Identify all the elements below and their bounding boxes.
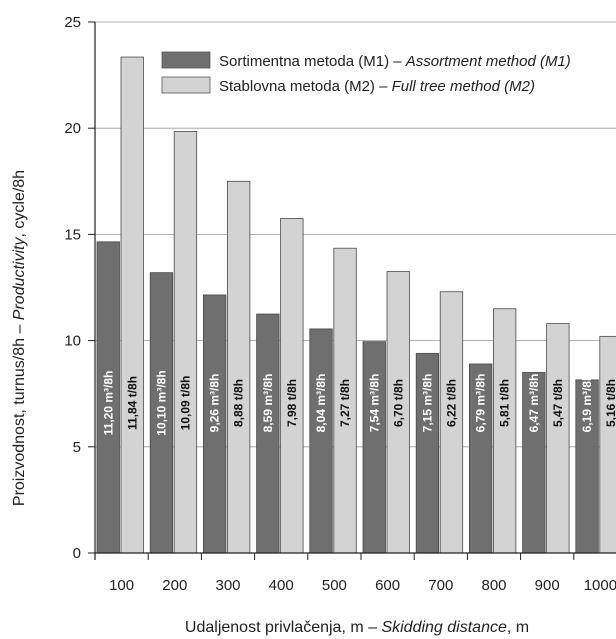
y-tick-label: 25	[64, 14, 81, 31]
bar-label-m2-300: 8,88 t/8h	[232, 379, 246, 427]
bar-m2-1000	[599, 335, 616, 554]
x-axis-title: Udaljenost privlačenja, m – Skidding dis…	[185, 619, 529, 636]
x-tick-label-200: 200	[162, 577, 187, 594]
x-axis-title-plain: Udaljenost privlačenja, m –	[185, 619, 377, 636]
y-tick-label: 10	[64, 333, 81, 350]
y-axis-title: Proizvodnost, turnus/8h – Productivity, …	[11, 170, 28, 506]
y-tick-label: 5	[73, 439, 81, 456]
bar-m1-500	[309, 328, 333, 554]
bar-label-m1-500: 8,04 m³/8h	[314, 374, 328, 433]
bar-label-m2-800: 5,81 t/8h	[498, 379, 512, 427]
x-tick-label-300: 300	[215, 577, 240, 594]
x-axis-title-italic: Skidding distance	[381, 619, 507, 636]
y-tick-label: 15	[64, 226, 81, 243]
bar-label-m2-200: 10,09 t/8h	[178, 376, 192, 431]
bars	[96, 56, 616, 554]
legend-label-m1: Sortimentna metoda (M1) – Assortment met…	[219, 53, 571, 70]
bar-label-m2-700: 6,22 t/8h	[444, 379, 458, 427]
bar-m2-800	[492, 308, 517, 554]
y-tick-label: 20	[64, 120, 81, 137]
legend: Sortimentna metoda (M1) – Assortment met…	[152, 44, 612, 100]
y-tick-label: 0	[73, 545, 81, 562]
y-axis-title-tail: , cycle/8h	[11, 170, 28, 238]
y-axis-title-italic: Productivity	[11, 237, 28, 321]
bar-label-m1-100: 11,20 m³/8h	[101, 371, 115, 436]
bar-label-m1-900: 6,47 m³/8h	[527, 374, 541, 433]
bar-label-m1-400: 8,59 m³/8h	[261, 374, 275, 433]
x-tick-label-100: 100	[109, 577, 134, 594]
bar-m1-600	[362, 341, 386, 554]
bar-label-m2-900: 5,47 t/8h	[551, 379, 565, 427]
bar-m2-900	[546, 323, 570, 554]
bar-label-m2-1000: 5,16 t/8h	[604, 379, 616, 427]
bar-m2-100	[120, 56, 144, 554]
y-axis-title-plain: Proizvodnost, turnus/8h –	[11, 325, 28, 507]
axes: 0 5 10 15 20 25 100 200 300 400 500 600 700 800 900 100…	[64, 14, 616, 594]
x-tick-label-800: 800	[481, 577, 506, 594]
x-tick-label-400: 400	[269, 577, 294, 594]
bar-label-m2-100: 11,84 t/8h	[125, 376, 139, 430]
legend-label-m2: Stablovna metoda (M2) – Full tree method…	[219, 78, 535, 95]
legend-label-m2-plain: Stablovna metoda (M2) –	[219, 78, 388, 95]
bar-label-m1-200: 10,10 m³/8h	[154, 370, 168, 435]
bar-labels: 11,20 m³/8h 11,84 t/8h 10,10 m³/8h 10,09 t/…	[101, 370, 616, 435]
legend-swatch-m2	[161, 76, 211, 94]
bar-m2-300	[226, 180, 251, 554]
bar-label-m2-500: 7,27 t/8h	[338, 379, 352, 427]
x-tick-label-900: 900	[535, 577, 560, 594]
bar-label-m1-1000: 6,19 m³/8h	[580, 374, 594, 433]
legend-label-m1-plain: Sortimentna metoda (M1) –	[219, 53, 402, 70]
bar-m1-400	[256, 313, 280, 554]
legend-swatch-m1	[161, 51, 211, 69]
legend-background	[152, 44, 612, 100]
legend-label-m2-italic: Full tree method (M2)	[392, 78, 535, 95]
bar-label-m1-600: 7,54 m³/8h	[367, 374, 381, 433]
x-axis-title-tail: , m	[507, 619, 529, 636]
bar-label-m2-400: 7,98 t/8h	[285, 379, 299, 427]
bar-label-m2-600: 6,70 t/8h	[391, 379, 405, 427]
x-tick-label-500: 500	[322, 577, 347, 594]
legend-label-m1-italic: Assortment method (M1)	[405, 53, 571, 70]
bar-label-m1-700: 7,15 m³/8h	[420, 374, 434, 433]
bar-label-m1-800: 6,79 m³/8h	[474, 374, 488, 433]
bar-m2-200	[173, 130, 198, 554]
x-tick-label-1000: 1000	[584, 577, 616, 594]
x-tick-label-600: 600	[375, 577, 400, 594]
bar-label-m1-300: 9,26 m³/8h	[208, 374, 222, 433]
x-tick-label-700: 700	[428, 577, 453, 594]
